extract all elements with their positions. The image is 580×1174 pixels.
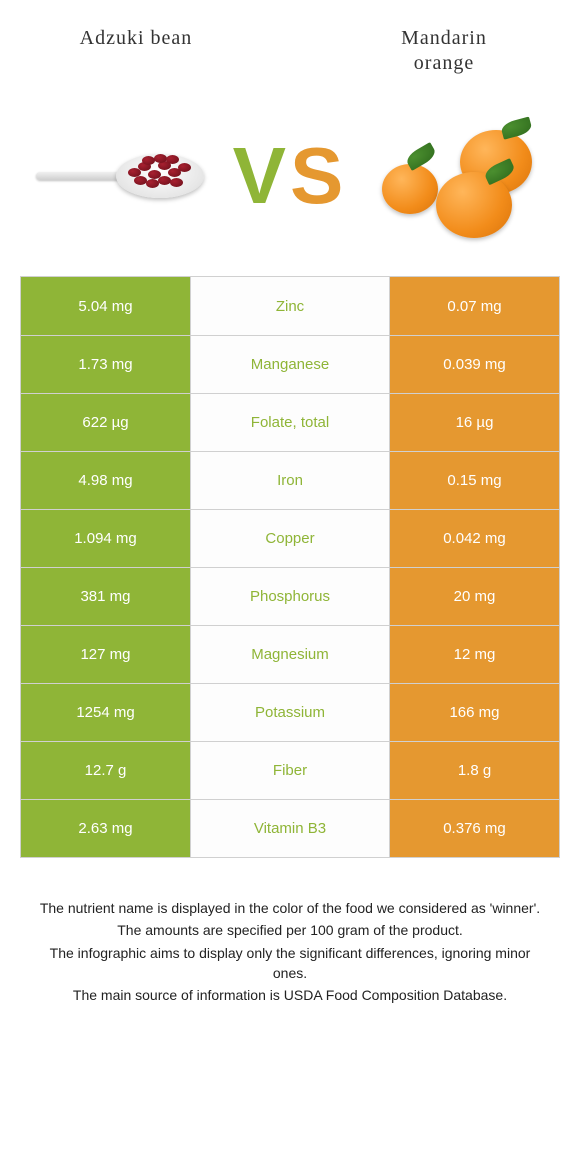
table-row: 1.73 mgManganese0.039 mg xyxy=(21,335,559,393)
table-row: 12.7 gFiber1.8 g xyxy=(21,741,559,799)
left-value: 12.7 g xyxy=(21,742,191,799)
table-row: 127 mgMagnesium12 mg xyxy=(21,625,559,683)
footnotes: The nutrient name is displayed in the co… xyxy=(34,898,546,1005)
table-row: 622 µgFolate, total16 µg xyxy=(21,393,559,451)
table-row: 5.04 mgZinc0.07 mg xyxy=(21,277,559,335)
table-row: 1.094 mgCopper0.042 mg xyxy=(21,509,559,567)
right-value: 166 mg xyxy=(389,684,559,741)
nutrient-label: Magnesium xyxy=(191,626,389,683)
left-value: 5.04 mg xyxy=(21,277,191,335)
table-row: 4.98 mgIron0.15 mg xyxy=(21,451,559,509)
left-value: 4.98 mg xyxy=(21,452,191,509)
comparison-table: 5.04 mgZinc0.07 mg1.73 mgManganese0.039 … xyxy=(20,276,560,858)
nutrient-label: Folate, total xyxy=(191,394,389,451)
footnote-line: The infographic aims to display only the… xyxy=(34,943,546,984)
left-value: 622 µg xyxy=(21,394,191,451)
left-value: 1.094 mg xyxy=(21,510,191,567)
nutrient-label: Vitamin B3 xyxy=(191,800,389,857)
left-value: 2.63 mg xyxy=(21,800,191,857)
right-value: 12 mg xyxy=(389,626,559,683)
hero-row: VS xyxy=(0,76,580,266)
right-value: 0.042 mg xyxy=(389,510,559,567)
adzuki-bean-image xyxy=(36,116,206,236)
nutrient-label: Iron xyxy=(191,452,389,509)
right-food-title: Mandarin orange xyxy=(344,26,544,76)
titles-row: Adzuki bean Mandarin orange xyxy=(0,0,580,76)
right-value: 1.8 g xyxy=(389,742,559,799)
left-food-title: Adzuki bean xyxy=(36,26,236,76)
nutrient-label: Copper xyxy=(191,510,389,567)
left-value: 381 mg xyxy=(21,568,191,625)
left-value: 127 mg xyxy=(21,626,191,683)
nutrient-label: Potassium xyxy=(191,684,389,741)
right-value: 0.07 mg xyxy=(389,277,559,335)
nutrient-label: Fiber xyxy=(191,742,389,799)
table-row: 1254 mgPotassium166 mg xyxy=(21,683,559,741)
vs-label: VS xyxy=(233,130,348,222)
left-value: 1.73 mg xyxy=(21,336,191,393)
table-row: 381 mgPhosphorus20 mg xyxy=(21,567,559,625)
left-value: 1254 mg xyxy=(21,684,191,741)
right-value: 0.15 mg xyxy=(389,452,559,509)
table-row: 2.63 mgVitamin B30.376 mg xyxy=(21,799,559,857)
mandarin-orange-image xyxy=(374,116,544,236)
nutrient-label: Phosphorus xyxy=(191,568,389,625)
footnote-line: The main source of information is USDA F… xyxy=(34,985,546,1005)
nutrient-label: Manganese xyxy=(191,336,389,393)
right-value: 0.376 mg xyxy=(389,800,559,857)
vs-v: V xyxy=(233,130,290,222)
right-value: 0.039 mg xyxy=(389,336,559,393)
footnote-line: The nutrient name is displayed in the co… xyxy=(34,898,546,918)
vs-s: S xyxy=(290,130,347,222)
right-value: 16 µg xyxy=(389,394,559,451)
right-value: 20 mg xyxy=(389,568,559,625)
nutrient-label: Zinc xyxy=(191,277,389,335)
footnote-line: The amounts are specified per 100 gram o… xyxy=(34,920,546,940)
